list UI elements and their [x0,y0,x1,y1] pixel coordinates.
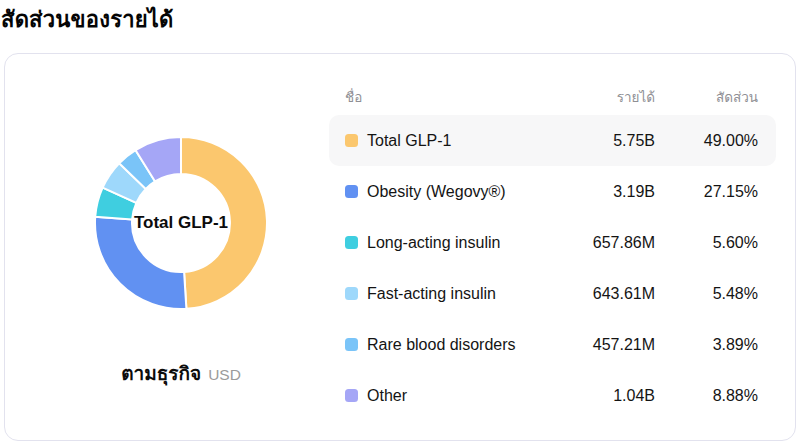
legend-swatch [345,389,358,402]
header-revenue: รายได้ [551,86,666,108]
row-share: 27.15% [666,183,758,201]
row-name: Fast-acting insulin [367,285,496,303]
row-revenue: 643.61M [551,285,666,303]
donut-caption-text: ตามธุรกิจ [121,363,201,384]
table-row[interactable]: Rare blood disorders 457.21M 3.89% [329,319,776,370]
donut-caption-unit: USD [208,366,241,383]
header-share: สัดส่วน [666,86,758,108]
row-name: Other [367,387,407,405]
revenue-share-card: Total GLP-1 ตามธุรกิจ USD ชื่อ รายได้ สัด… [4,53,796,441]
row-share: 5.60% [666,234,758,252]
table-row[interactable]: Fast-acting insulin 643.61M 5.48% [329,268,776,319]
legend-swatch [345,287,358,300]
row-revenue: 3.19B [551,183,666,201]
legend-table-header: ชื่อ รายได้ สัดส่วน [329,79,776,115]
row-name: Obesity (Wegovy®) [367,183,506,201]
row-revenue: 657.86M [551,234,666,252]
row-name: Rare blood disorders [367,336,516,354]
donut-caption: ตามธุรกิจ USD [5,358,357,388]
row-name: Long-acting insulin [367,234,500,252]
legend-swatch [345,134,358,147]
legend-swatch [345,338,358,351]
table-row[interactable]: Long-acting insulin 657.86M 5.60% [329,217,776,268]
donut-segment-1[interactable] [95,217,186,309]
row-revenue: 5.75B [551,132,666,150]
legend-swatch [345,185,358,198]
donut-chart-svg[interactable] [91,133,271,313]
row-share: 49.00% [666,132,758,150]
legend-table: ชื่อ รายได้ สัดส่วน Total GLP-1 5.75B 49… [329,79,776,421]
header-name: ชื่อ [345,86,551,108]
table-row[interactable]: Other 1.04B 8.88% [329,370,776,421]
page-title: สัดส่วนของรายได้ [1,2,174,37]
donut-segment-0[interactable] [181,137,267,309]
row-revenue: 1.04B [551,387,666,405]
row-share: 8.88% [666,387,758,405]
table-row[interactable]: Total GLP-1 5.75B 49.00% [329,115,776,166]
row-name: Total GLP-1 [367,132,451,150]
legend-swatch [345,236,358,249]
row-share: 3.89% [666,336,758,354]
row-share: 5.48% [666,285,758,303]
row-revenue: 457.21M [551,336,666,354]
donut-chart[interactable]: Total GLP-1 [91,133,271,313]
table-row[interactable]: Obesity (Wegovy®) 3.19B 27.15% [329,166,776,217]
